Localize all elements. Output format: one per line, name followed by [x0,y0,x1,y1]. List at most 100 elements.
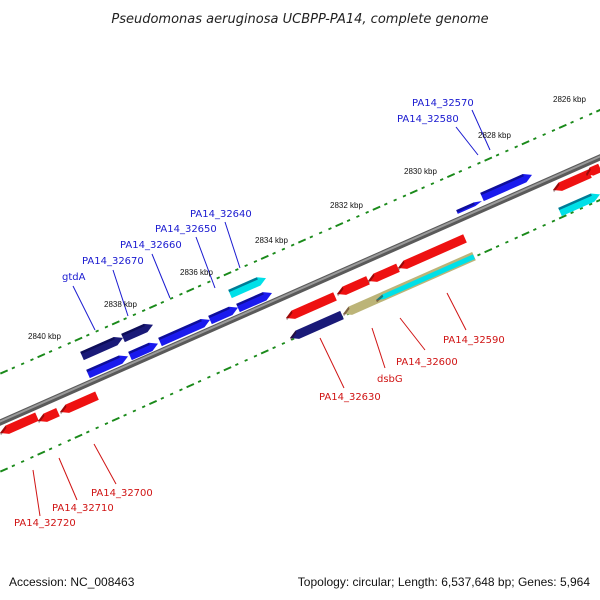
gene-arrow[interactable] [158,319,210,347]
gene-label[interactable]: PA14_32660 [120,240,182,251]
major-tick [595,198,600,203]
minor-tick [505,240,509,244]
gene-arrow[interactable] [456,200,482,214]
minor-tick [104,422,109,426]
major-tick [0,467,9,473]
gene-label[interactable]: PA14_32670 [82,256,144,267]
gene-arrow[interactable] [376,254,476,303]
major-tick [297,238,307,244]
major-tick [223,271,232,277]
minor-tick [244,264,248,268]
minor-tick [244,358,248,362]
minor-tick [570,120,574,124]
minor-tick [430,182,435,186]
major-tick [74,336,83,342]
gene-arrow[interactable] [236,292,272,313]
gene-label[interactable]: PA14_32710 [52,503,114,514]
minor-tick [514,236,519,240]
minor-tick [281,247,286,251]
gene-arrow[interactable] [86,355,128,379]
minor-tick [20,362,25,366]
minor-tick [207,280,211,284]
minor-tick [458,169,463,173]
gene-arrow[interactable] [558,193,600,217]
gene-label[interactable]: PA14_32590 [443,335,505,346]
minor-tick [132,313,137,317]
gene-arrow[interactable] [121,323,153,343]
label-leader-line [455,126,479,156]
scale-labels: 2826 kbp 2828 kbp 2830 kbp 2832 kbp 2834… [28,95,586,341]
minor-tick [30,358,34,362]
minor-tick [11,366,16,370]
minor-tick [197,284,202,288]
minor-tick [588,202,593,206]
gene-arrow[interactable] [80,336,123,361]
minor-tick [48,447,53,451]
label-leader-line [471,109,491,151]
minor-tick [542,133,546,137]
gene-label[interactable]: PA14_32720 [14,518,76,529]
gene-arrow[interactable] [128,342,158,361]
major-tick [37,353,46,359]
minor-tick [169,392,174,396]
label-leader-line [371,327,386,369]
gene-label[interactable]: PA14_32580 [397,114,459,125]
minor-tick [160,300,165,304]
gene-label[interactable]: dsbG [377,374,403,385]
label-leader-line [399,317,426,351]
major-tick [595,108,600,113]
gene-labels-bottom: PA14_32590 PA14_32600 dsbG PA14_32630 PA… [14,335,505,529]
major-tick [111,320,120,326]
minor-tick [551,219,556,223]
minor-tick [309,235,314,239]
major-tick [372,205,381,211]
gene-label[interactable]: PA14_32600 [396,357,458,368]
gene-arrow[interactable] [586,163,600,177]
gene-arrow[interactable] [398,234,467,271]
minor-tick [197,379,202,383]
label-leader-line [195,236,216,289]
gene-arrow[interactable] [60,391,99,415]
gene-label[interactable]: PA14_32650 [155,224,217,235]
map-title: Pseudomonas aeruginosa UCBPP-PA14, compl… [111,12,488,27]
minor-tick [365,210,370,214]
gene-label[interactable]: PA14_32700 [91,488,153,499]
minor-tick [588,112,593,116]
major-tick [558,123,567,129]
major-tick [521,140,530,146]
minor-tick [495,244,500,248]
minor-tick [253,259,258,263]
label-leader-line [112,269,129,317]
gene-label[interactable]: PA14_32570 [412,98,474,109]
scale-label: 2832 kbp [330,201,363,210]
gene-arrow[interactable] [208,306,238,325]
gene-arrow[interactable] [38,408,60,424]
gene-label[interactable]: gtdA [62,272,86,283]
major-tick [484,156,493,162]
gene-arrow[interactable] [553,169,592,193]
gene-arrow[interactable] [337,276,370,297]
scale-label: 2830 kbp [404,167,437,176]
scale-label: 2828 kbp [478,131,511,140]
gene-label[interactable]: PA14_32640 [190,209,252,220]
gene-arrow[interactable] [368,263,400,284]
minor-tick [281,341,286,345]
gene-arrow[interactable] [286,292,337,321]
minor-tick [95,426,99,430]
gene-arrow[interactable] [0,412,39,436]
minor-tick [383,202,388,206]
major-tick [223,366,232,372]
scale-label: 2838 kbp [104,300,137,309]
gene-arrow[interactable] [228,277,266,299]
gene-label[interactable]: PA14_32630 [319,392,381,403]
gene-arrow[interactable] [480,174,532,202]
minor-tick [234,363,239,367]
minor-tick [356,214,360,218]
minor-tick [328,227,332,231]
minor-tick [579,206,584,210]
minor-tick [67,438,72,442]
gene-arrow[interactable] [290,310,344,341]
minor-tick [318,231,323,235]
major-tick [260,254,269,260]
label-leader-line [224,221,241,269]
